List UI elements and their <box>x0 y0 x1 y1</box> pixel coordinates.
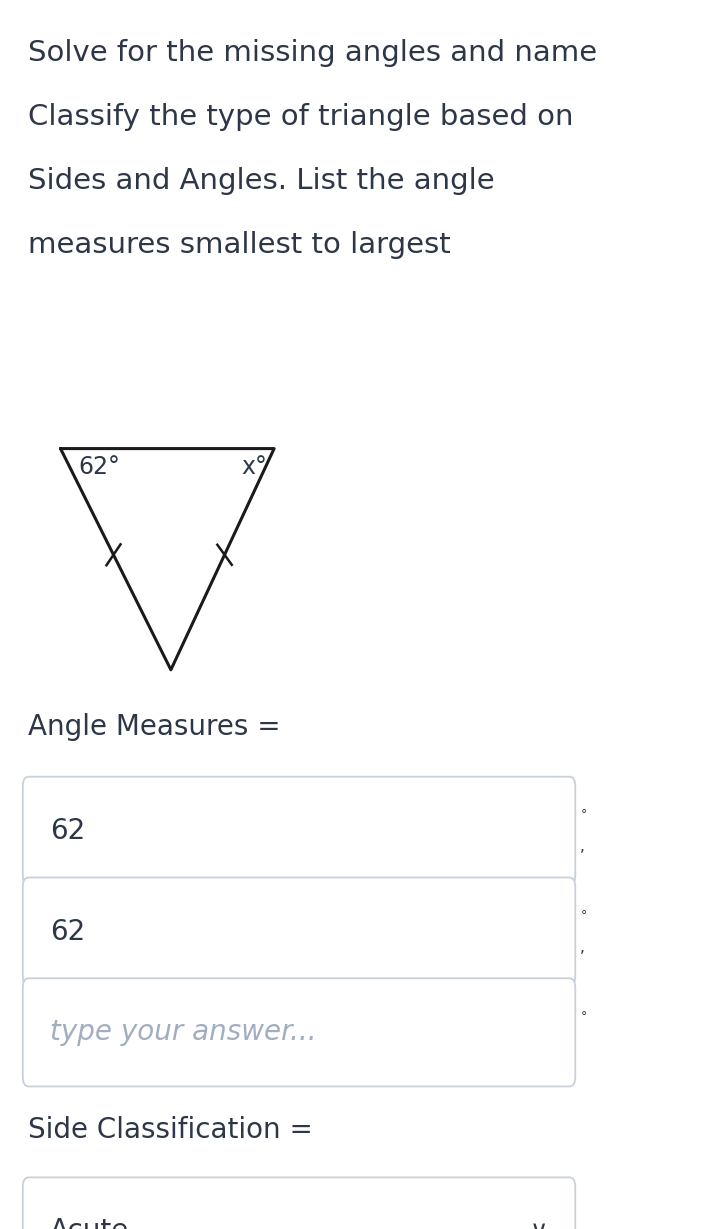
Text: ∨: ∨ <box>530 1219 548 1229</box>
Text: Solve for the missing angles and name: Solve for the missing angles and name <box>28 39 597 68</box>
FancyBboxPatch shape <box>23 777 575 885</box>
Text: 62: 62 <box>50 817 85 844</box>
FancyBboxPatch shape <box>23 978 575 1086</box>
Text: 62°: 62° <box>78 455 120 479</box>
FancyBboxPatch shape <box>23 1177 575 1229</box>
Text: °: ° <box>580 909 587 922</box>
Text: ,: , <box>580 940 585 955</box>
Text: Angle Measures =: Angle Measures = <box>28 713 281 741</box>
Text: Acute: Acute <box>50 1218 129 1229</box>
Text: type your answer...: type your answer... <box>50 1019 316 1046</box>
FancyBboxPatch shape <box>23 878 575 986</box>
Text: Classify the type of triangle based on: Classify the type of triangle based on <box>28 103 574 132</box>
Text: Side Classification =: Side Classification = <box>28 1116 313 1144</box>
Text: Sides and Angles. List the angle: Sides and Angles. List the angle <box>28 167 495 195</box>
Text: measures smallest to largest: measures smallest to largest <box>28 231 451 259</box>
Text: °: ° <box>580 809 587 821</box>
Text: x°: x° <box>241 455 267 479</box>
Text: °: ° <box>580 1010 587 1023</box>
Text: 62: 62 <box>50 918 85 945</box>
Text: ,: , <box>580 839 585 854</box>
